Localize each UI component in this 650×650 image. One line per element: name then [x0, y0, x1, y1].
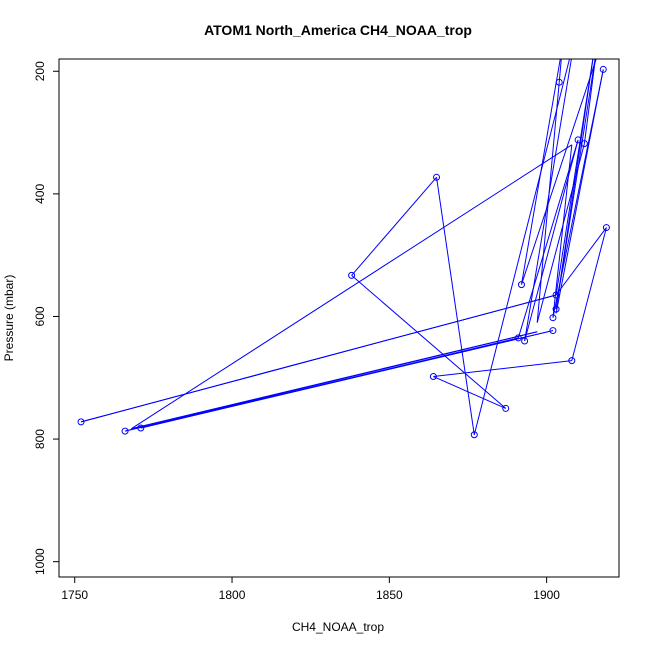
series-segment [520, 59, 561, 285]
x-axis: 1750 1800 1850 1900 [61, 577, 560, 602]
series-segment [351, 176, 437, 276]
y-tick-label: 1000 [33, 548, 47, 575]
series-segment [555, 227, 607, 296]
series-segment [80, 294, 557, 423]
plot-area [77, 59, 610, 439]
data-point [549, 327, 557, 335]
data-point [568, 357, 576, 365]
data-point [599, 65, 607, 73]
plot-frame [58, 58, 620, 578]
y-tick-label: 800 [33, 429, 47, 449]
x-axis-label: CH4_NOAA_trop [292, 620, 384, 634]
data-point [429, 373, 437, 381]
x-tick-label: 1750 [61, 588, 88, 602]
data-point [552, 291, 560, 299]
data-point [433, 173, 441, 181]
series-segment [571, 227, 607, 361]
y-tick-label: 200 [33, 61, 47, 81]
data-point [555, 78, 563, 86]
series-segment [555, 69, 604, 314]
data-point [470, 431, 478, 439]
series-segment [131, 331, 538, 430]
series-segment [558, 59, 562, 83]
data-point [574, 136, 582, 144]
data-point [137, 424, 145, 432]
y-axis-label: Pressure (mbar) [2, 275, 16, 362]
data-point [348, 271, 356, 279]
data-point [552, 305, 560, 313]
data-point [602, 224, 610, 232]
series-segment [433, 376, 506, 409]
series-segment [436, 177, 475, 435]
data-point [517, 281, 525, 289]
series-segment [552, 144, 573, 318]
chart-title: ATOM1 North_America CH4_NOAA_trop [204, 22, 472, 38]
x-tick-label: 1850 [376, 588, 403, 602]
series-segment [433, 360, 572, 378]
series-layer [77, 59, 610, 439]
series-segment [473, 59, 571, 435]
data-point [121, 427, 129, 435]
data-point [521, 337, 529, 345]
series-segment [536, 82, 560, 323]
data-point [514, 334, 522, 342]
series-segment [517, 139, 579, 339]
x-tick-label: 1900 [533, 588, 560, 602]
x-tick-label: 1800 [219, 588, 246, 602]
data-point [502, 404, 510, 412]
data-point [549, 314, 557, 322]
y-tick-label: 600 [33, 306, 47, 326]
series-segment [131, 144, 573, 430]
series-segment [555, 59, 594, 296]
data-point [77, 418, 85, 426]
series-segment [351, 275, 507, 409]
y-tick-label: 400 [33, 184, 47, 204]
y-axis: 200 400 600 800 1000 [33, 61, 59, 575]
data-point [580, 140, 588, 148]
